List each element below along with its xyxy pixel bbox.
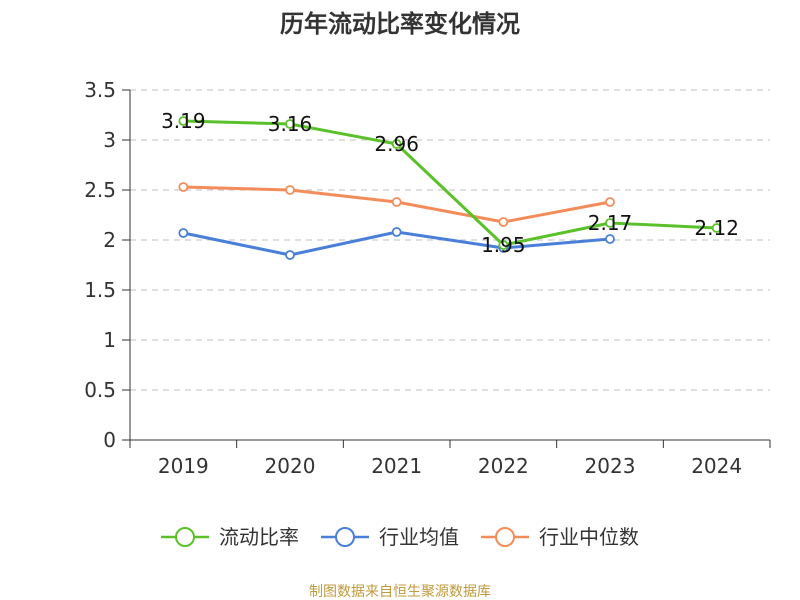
data-point — [498, 240, 509, 250]
legend-marker — [495, 527, 515, 547]
x-tick-label: 2023 — [585, 454, 636, 478]
data-point — [605, 234, 615, 244]
y-tick-label: 2 — [103, 228, 116, 252]
data-label: 2.12 — [694, 216, 739, 240]
series-lines — [178, 116, 722, 260]
legend-marker — [175, 527, 195, 547]
data-label: 2.17 — [588, 211, 633, 235]
data-labels: 3.19 3.16 2.96 1.95 2.17 2.12 — [161, 109, 739, 257]
data-point — [285, 119, 295, 129]
data-point — [178, 116, 189, 126]
legend-item-0[interactable]: 流动比率 — [161, 525, 299, 549]
legend-marker — [335, 527, 355, 547]
y-tick-label: 3.5 — [84, 78, 116, 102]
data-point — [391, 139, 402, 149]
data-label: 1.95 — [481, 233, 526, 257]
y-tick-label: 1 — [103, 328, 116, 352]
data-label: 3.19 — [161, 109, 206, 133]
y-tick-label: 1.5 — [84, 278, 116, 302]
data-point — [498, 217, 509, 227]
data-point — [391, 227, 402, 237]
y-tick-label: 3 — [103, 128, 116, 152]
data-point — [285, 250, 295, 260]
axes — [129, 90, 770, 441]
legend-item-2[interactable]: 行业中位数 — [481, 525, 639, 549]
data-label: 3.16 — [268, 112, 313, 136]
legend-label: 行业均值 — [379, 525, 459, 549]
data-point — [391, 197, 402, 207]
series-2 — [178, 182, 615, 227]
x-tick-label: 2020 — [265, 454, 316, 478]
series-0 — [178, 116, 722, 250]
legend-label: 行业中位数 — [539, 525, 639, 549]
chart-title: 历年流动比率变化情况 — [280, 10, 520, 38]
data-point — [605, 197, 615, 207]
data-point — [178, 182, 189, 192]
x-tick-label: 2022 — [478, 454, 529, 478]
legend: 流动比率 行业均值 行业中位数 — [161, 525, 639, 549]
data-point — [178, 228, 189, 238]
y-axis-ticks: 0 0.5 1 1.5 2 2.5 3 3.5 — [84, 78, 130, 452]
legend-label: 流动比率 — [219, 525, 299, 549]
x-tick-label: 2024 — [691, 454, 742, 478]
source-note: 制图数据来自恒生聚源数据库 — [309, 584, 491, 600]
x-tick-label: 2021 — [371, 454, 422, 478]
y-tick-label: 2.5 — [84, 178, 116, 202]
y-tick-label: 0 — [103, 428, 116, 452]
data-point — [285, 185, 295, 195]
series-1 — [178, 227, 615, 260]
y-tick-label: 0.5 — [84, 378, 116, 402]
legend-item-1[interactable]: 行业均值 — [321, 525, 459, 549]
series-line — [183, 119, 717, 247]
x-axis-ticks: 2019 2020 2021 2022 2023 2024 — [129, 440, 771, 478]
x-tick-label: 2019 — [158, 454, 209, 478]
data-label: 2.96 — [374, 132, 419, 156]
data-point — [605, 218, 615, 228]
data-point — [711, 223, 722, 233]
